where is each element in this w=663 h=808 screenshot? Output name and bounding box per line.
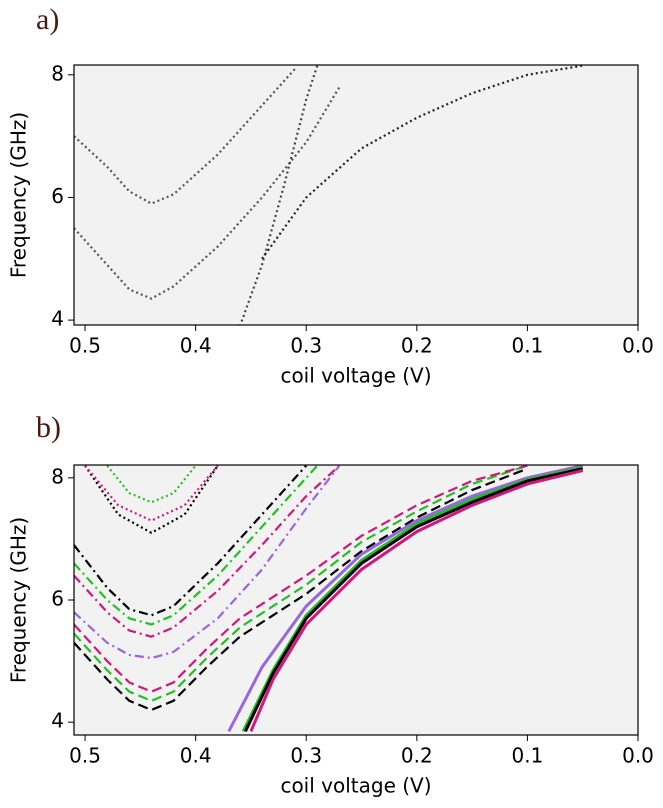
x-axis-title: coil voltage (V) bbox=[280, 774, 431, 798]
y-axis-title: Frequency (GHz) bbox=[7, 112, 31, 278]
y-tick-label: 4 bbox=[51, 307, 64, 331]
series-line bbox=[84, 465, 219, 535]
y-axis-title: Frequency (GHz) bbox=[7, 517, 31, 683]
x-tick-label: 0.0 bbox=[622, 334, 654, 358]
x-tick-label: 0.2 bbox=[401, 744, 433, 768]
x-tick-label: 0.3 bbox=[290, 334, 322, 358]
series-line bbox=[74, 465, 308, 617]
x-axis-title: coil voltage (V) bbox=[280, 364, 431, 388]
series-line bbox=[74, 465, 341, 660]
plot-background bbox=[74, 465, 638, 735]
panel-label: a) bbox=[36, 3, 59, 36]
x-tick-label: 0.1 bbox=[512, 334, 544, 358]
y-tick-label: 4 bbox=[51, 709, 64, 733]
series-line bbox=[227, 465, 584, 733]
y-tick-label: 6 bbox=[51, 587, 64, 611]
y-tick-label: 8 bbox=[51, 61, 64, 85]
x-tick-label: 0.2 bbox=[401, 334, 433, 358]
series-line bbox=[244, 467, 584, 732]
x-tick-label: 0.5 bbox=[69, 744, 101, 768]
x-tick-label: 0.4 bbox=[180, 744, 212, 768]
series-line bbox=[74, 465, 528, 693]
series-line bbox=[74, 465, 341, 638]
series-line bbox=[74, 467, 528, 712]
series-line bbox=[74, 86, 341, 300]
x-tick-label: 0.0 bbox=[622, 744, 654, 768]
x-tick-label: 0.5 bbox=[69, 334, 101, 358]
plot-background bbox=[74, 65, 638, 325]
y-tick-label: 6 bbox=[51, 184, 64, 208]
series-line bbox=[249, 469, 584, 732]
x-tick-label: 0.4 bbox=[180, 334, 212, 358]
panel-label: b) bbox=[36, 411, 61, 444]
x-tick-label: 0.3 bbox=[290, 744, 322, 768]
y-tick-label: 8 bbox=[51, 464, 64, 488]
series-line bbox=[74, 67, 296, 205]
x-tick-label: 0.1 bbox=[512, 744, 544, 768]
plot-frame bbox=[73, 64, 639, 326]
series-line bbox=[74, 465, 528, 702]
series-line bbox=[261, 65, 583, 260]
